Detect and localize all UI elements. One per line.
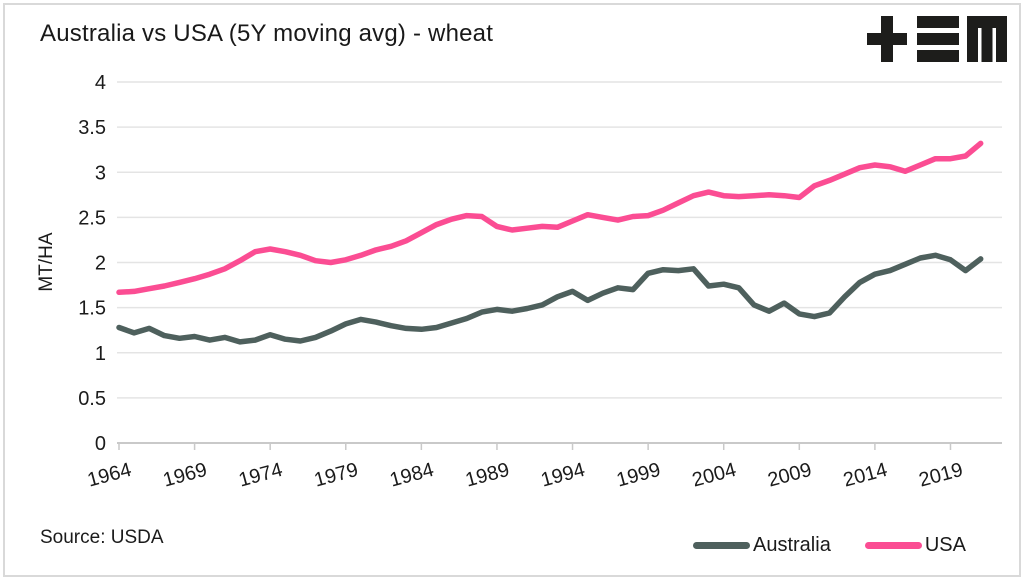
svg-text:1.5: 1.5	[78, 298, 106, 320]
source-note: Source: USDA	[40, 527, 164, 548]
chart-title: Australia vs USA (5Y moving avg) - wheat	[40, 20, 494, 47]
tem-logo-glyphs	[867, 16, 1007, 62]
svg-text:1994: 1994	[539, 459, 588, 492]
svg-text:1989: 1989	[463, 459, 512, 492]
svg-text:1979: 1979	[312, 459, 361, 492]
svg-text:2: 2	[95, 253, 106, 275]
svg-text:1964: 1964	[85, 459, 134, 492]
svg-text:2009: 2009	[765, 459, 814, 492]
svg-text:2004: 2004	[690, 459, 739, 492]
svg-text:2019: 2019	[917, 459, 966, 492]
svg-text:2.5: 2.5	[78, 207, 106, 229]
svg-text:2014: 2014	[841, 459, 890, 492]
legend-item-usa: USA	[864, 534, 966, 557]
usa-line-swatch	[864, 542, 922, 549]
legend-label-usa: USA	[924, 534, 966, 556]
svg-text:3: 3	[95, 162, 106, 184]
svg-text:4: 4	[95, 72, 106, 94]
svg-text:1984: 1984	[387, 459, 436, 492]
legend: Australia USA	[693, 534, 966, 557]
svg-text:1974: 1974	[236, 459, 285, 492]
tem-logo	[867, 16, 1007, 62]
svg-text:1: 1	[95, 343, 106, 365]
line-chart: 0 0.5 1 1.5 2 2.5 3 3.5 4 1964 1969 1974 1979 1984 198…	[78, 72, 1002, 492]
svg-text:1999: 1999	[614, 459, 663, 492]
australia-line-swatch	[693, 542, 750, 549]
svg-text:3.5: 3.5	[78, 117, 106, 139]
svg-text:0: 0	[95, 433, 106, 455]
svg-text:1969: 1969	[161, 459, 210, 492]
svg-text:0.5: 0.5	[78, 388, 106, 410]
legend-item-australia: Australia	[693, 534, 831, 557]
legend-label-australia: Australia	[753, 534, 831, 556]
